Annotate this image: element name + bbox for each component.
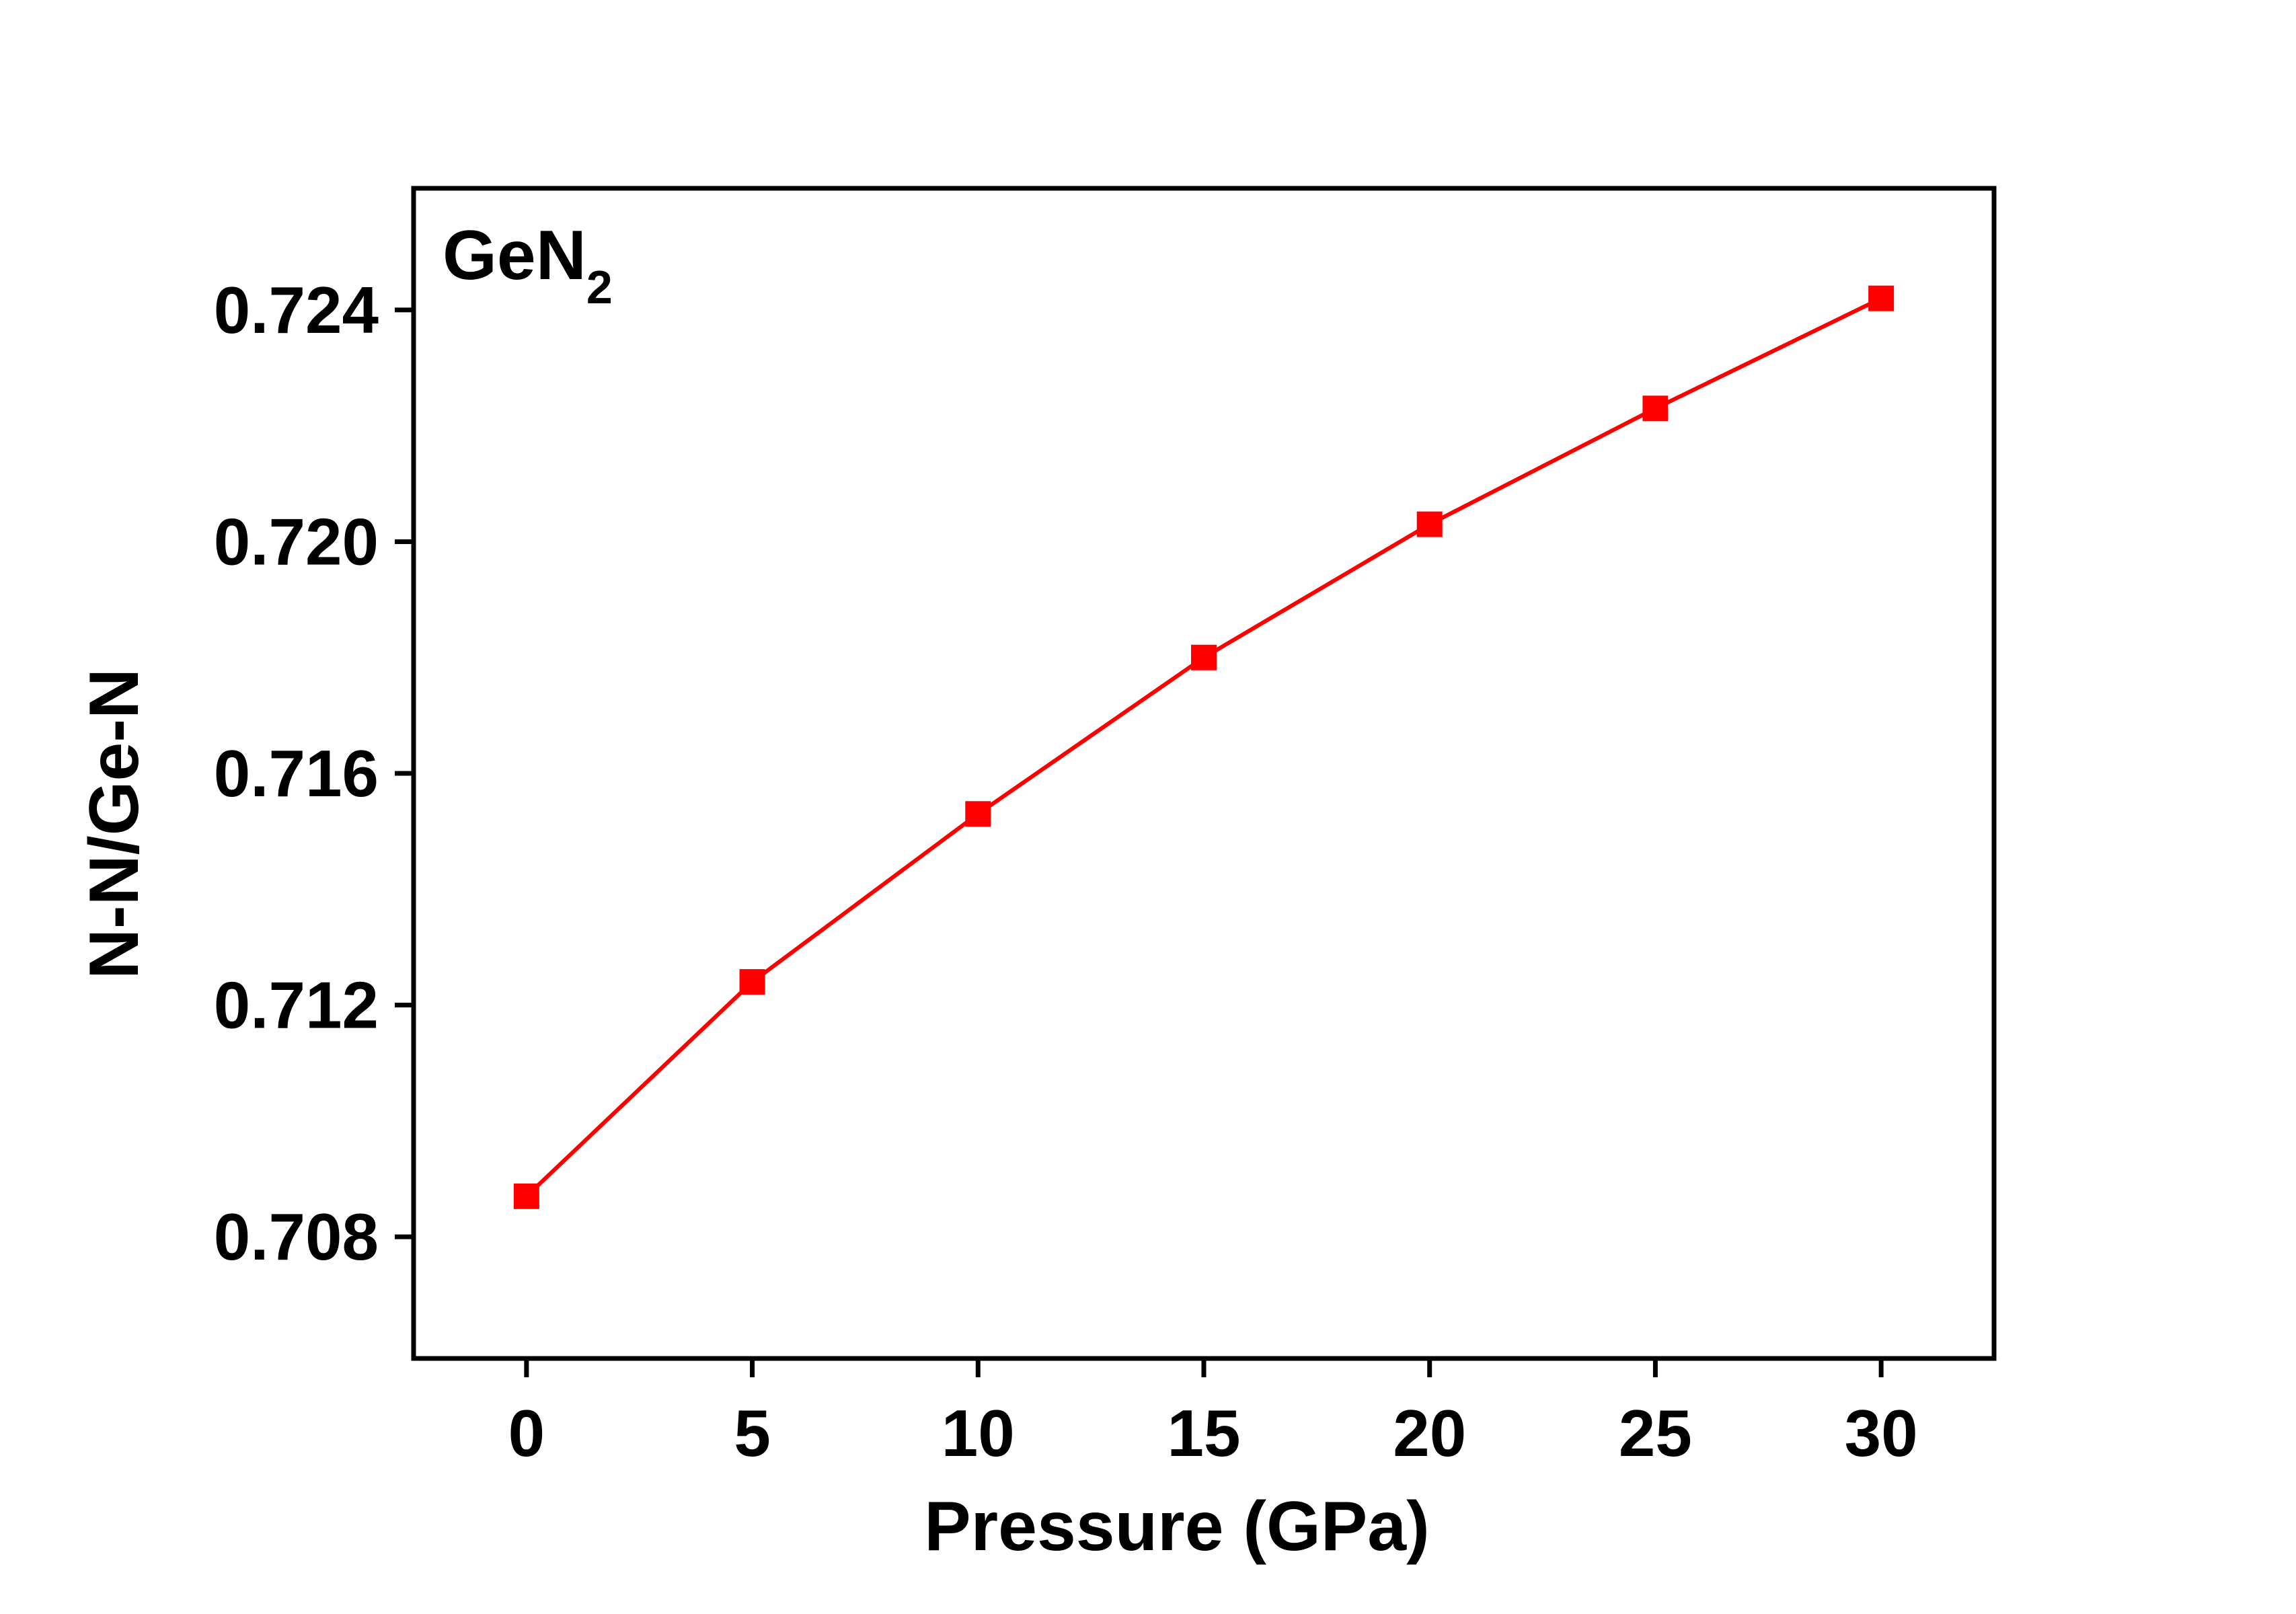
x-tick-label: 5 — [734, 1396, 771, 1470]
y-axis: 0.708 0.712 0.716 0.720 0.724 — [214, 273, 414, 1274]
x-tick-label: 25 — [1619, 1396, 1692, 1470]
data-point — [1868, 285, 1895, 311]
data-point — [965, 801, 991, 827]
x-tick-label: 10 — [942, 1396, 1015, 1470]
y-tick-label: 0.708 — [214, 1200, 379, 1274]
x-tick-label: 30 — [1845, 1396, 1918, 1470]
series-line — [525, 296, 1882, 1198]
annotation-subscript: 2 — [586, 261, 613, 313]
y-tick-label: 0.720 — [214, 504, 379, 578]
plot-frame — [411, 186, 1997, 1361]
y-tick-label: 0.716 — [214, 736, 379, 810]
data-point — [1191, 644, 1217, 670]
y-axis-label: N-N/Ge-N — [75, 668, 153, 979]
data-point — [513, 1183, 539, 1209]
x-tick-label: 20 — [1393, 1396, 1466, 1470]
plot-area — [513, 285, 1895, 1209]
x-axis: 0 5 10 15 20 25 30 — [508, 1358, 1918, 1470]
y-tick-label: 0.724 — [214, 273, 379, 347]
data-point — [1416, 511, 1443, 537]
y-tick-label: 0.712 — [214, 968, 379, 1042]
x-tick-label: 0 — [508, 1396, 545, 1470]
data-point — [739, 969, 765, 995]
annotation-label: GeN2 — [443, 217, 613, 313]
x-axis-label: Pressure (GPa) — [924, 1488, 1429, 1566]
annotation-main: GeN — [443, 217, 586, 295]
x-tick-label: 15 — [1167, 1396, 1240, 1470]
data-point — [1642, 395, 1669, 422]
